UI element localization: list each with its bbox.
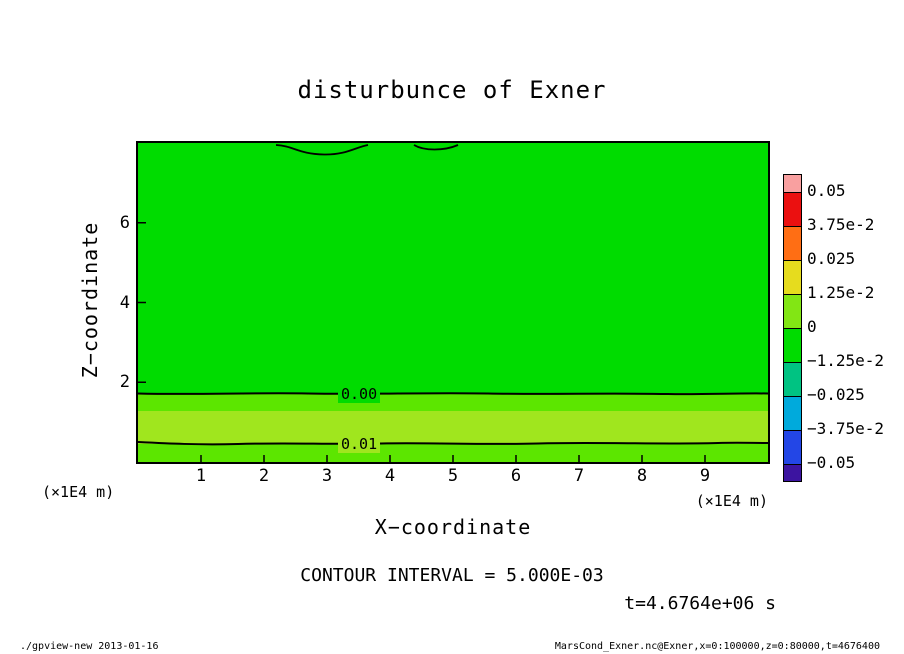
z-tick-labels: 2 4 6 (86, 143, 130, 462)
tone-fill-bands (138, 143, 768, 462)
axis-tick-marks (138, 222, 706, 462)
contour-line-0.00 (138, 392, 768, 396)
contour-arc-top-1 (275, 144, 369, 156)
contour-label-zero: 0.00 (338, 385, 381, 403)
x-tick-label: 3 (321, 466, 333, 486)
x-tick-label: 9 (699, 466, 711, 486)
x-tick-label: 1 (195, 466, 207, 486)
colorbar-tick-label: −1.25e-2 (807, 351, 885, 370)
colorbar-segment (784, 328, 801, 362)
colorbar-tick-label: 3.75e-2 (807, 215, 875, 234)
colorbar-segment (784, 362, 801, 396)
contour-label-0-01: 0.01 (338, 435, 381, 453)
footer-source-text: MarsCond_Exner.nc@Exner,x=0:100000,z=0:8… (554, 641, 880, 652)
colorbar (783, 174, 802, 482)
colorbar-segment (784, 430, 801, 464)
x-tick-label: 6 (510, 466, 522, 486)
z-tick-label: 2 (119, 372, 130, 393)
z-axis-unit: (×1E4 m) (42, 483, 115, 501)
colorbar-segment (784, 396, 801, 430)
x-axis-label: X−coordinate (374, 515, 532, 539)
colorbar-labels: 0.05 3.75e-2 0.025 1.25e-2 0 −1.25e-2 −0.025 −3… (807, 174, 903, 480)
colorbar-segment (784, 226, 801, 260)
x-tick-label: 2 (258, 466, 270, 486)
colorbar-segment (784, 192, 801, 226)
x-axis-unit: (×1E4 m) (695, 492, 768, 510)
contour-line-0.01 (138, 441, 768, 446)
x-tick-label: 7 (573, 466, 585, 486)
colorbar-tick-label: 0.025 (807, 249, 856, 268)
colorbar-tick-label: −3.75e-2 (807, 419, 885, 438)
x-tick-labels: 1 2 3 4 5 6 7 8 9 (138, 466, 768, 488)
footer-command-text: ./gpview-new 2013-01-16 (20, 641, 159, 652)
chart-title: disturbunce of Exner (297, 76, 607, 104)
colorbar-segment (784, 294, 801, 328)
x-tick-label: 4 (384, 466, 396, 486)
colorbar-segment (784, 175, 801, 192)
z-tick-label: 4 (119, 292, 130, 313)
x-tick-label: 5 (447, 466, 459, 486)
colorbar-segment (784, 260, 801, 294)
colorbar-tick-label: −0.05 (807, 453, 856, 472)
colorbar-tick-label: 0.05 (807, 181, 846, 200)
z-axis-label: Z−coordinate (78, 221, 102, 379)
tone-band (138, 444, 768, 462)
plot-area: 0.00 0.01 (136, 141, 770, 464)
colorbar-tick-label: −0.025 (807, 385, 865, 404)
colorbar-tick-label: 0 (807, 317, 817, 336)
colorbar-tick-label: 1.25e-2 (807, 283, 875, 302)
colorbar-segment (784, 464, 801, 481)
x-tick-label: 8 (636, 466, 648, 486)
z-tick-label: 6 (119, 212, 130, 233)
contour-arc-top-2 (413, 144, 459, 151)
contour-lines-layer (138, 144, 768, 462)
tone-band (138, 393, 768, 411)
time-annotation: t=4.6764e+06 s (624, 593, 776, 614)
contour-interval-text: CONTOUR INTERVAL = 5.000E-03 (300, 565, 604, 586)
tone-band (138, 411, 768, 445)
